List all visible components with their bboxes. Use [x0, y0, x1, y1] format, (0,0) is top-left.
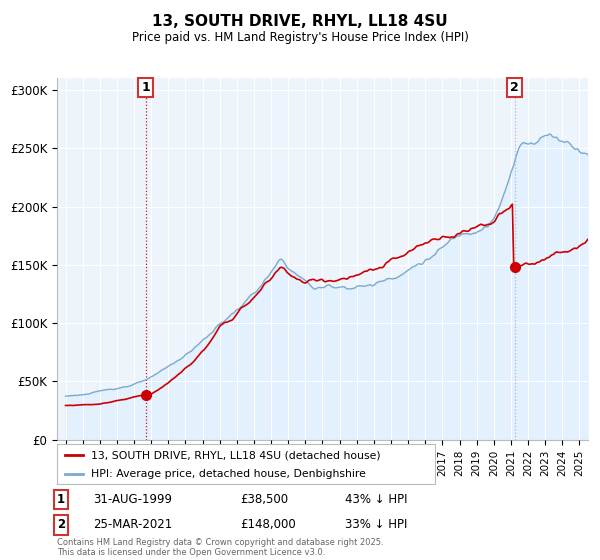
Text: 2: 2 [57, 518, 65, 531]
Text: 31-AUG-1999: 31-AUG-1999 [93, 493, 172, 506]
Text: Price paid vs. HM Land Registry's House Price Index (HPI): Price paid vs. HM Land Registry's House … [131, 31, 469, 44]
Text: £38,500: £38,500 [240, 493, 288, 506]
Text: 1: 1 [141, 81, 150, 94]
Text: £148,000: £148,000 [240, 518, 296, 531]
Text: 33% ↓ HPI: 33% ↓ HPI [345, 518, 407, 531]
Text: 13, SOUTH DRIVE, RHYL, LL18 4SU (detached house): 13, SOUTH DRIVE, RHYL, LL18 4SU (detache… [91, 450, 380, 460]
Text: 1: 1 [57, 493, 65, 506]
Text: 13, SOUTH DRIVE, RHYL, LL18 4SU: 13, SOUTH DRIVE, RHYL, LL18 4SU [152, 14, 448, 29]
Text: HPI: Average price, detached house, Denbighshire: HPI: Average price, detached house, Denb… [91, 469, 366, 479]
Text: 2: 2 [511, 81, 519, 94]
Text: Contains HM Land Registry data © Crown copyright and database right 2025.
This d: Contains HM Land Registry data © Crown c… [57, 538, 383, 557]
Text: 43% ↓ HPI: 43% ↓ HPI [345, 493, 407, 506]
Text: 25-MAR-2021: 25-MAR-2021 [93, 518, 172, 531]
